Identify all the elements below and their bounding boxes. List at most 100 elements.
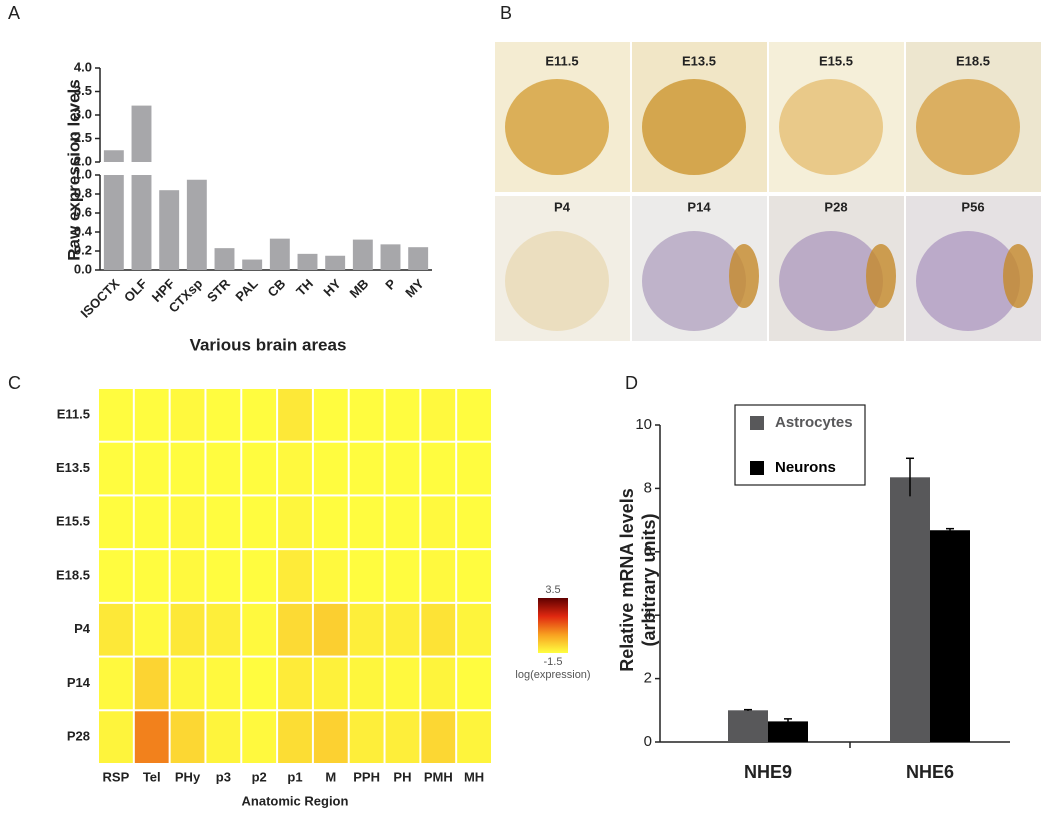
column-label: Tel (143, 769, 161, 784)
x-axis-label: Anatomic Region (242, 793, 349, 808)
colorbar-tick-label: -1.5 (544, 656, 563, 668)
x-tick-label: PAL (232, 276, 260, 304)
panel-label: B (500, 3, 512, 23)
y-tick-label: 2 (644, 670, 652, 687)
specimen (779, 79, 883, 175)
bar-upper (131, 105, 152, 162)
legend-label: Neurons (775, 459, 836, 476)
panel-label: D (625, 373, 638, 393)
panel-label: C (8, 373, 21, 393)
column-label: p2 (252, 769, 267, 784)
heat-cell (99, 550, 133, 602)
y-tick-label: 3.0 (74, 106, 92, 121)
y-tick-label: 0.8 (74, 185, 92, 200)
heat-cell (206, 442, 241, 495)
heat-cell (170, 550, 205, 602)
y-tick-label: 10 (635, 416, 652, 433)
heat-cell (385, 389, 420, 441)
row-label: E15.5 (56, 514, 90, 529)
heat-cell (385, 442, 420, 495)
heat-cell (457, 389, 491, 441)
heat-cell (385, 496, 420, 549)
heat-cell (134, 496, 169, 549)
heat-cell (206, 657, 241, 710)
row-label: P14 (67, 675, 91, 690)
heat-cell (278, 657, 312, 710)
heat-cell (99, 711, 133, 763)
heat-cell (170, 389, 205, 441)
heat-cell (421, 657, 456, 710)
heat-cell (242, 657, 277, 710)
heat-cell (242, 550, 277, 602)
heat-cell (170, 496, 205, 549)
column-label: p1 (287, 769, 302, 784)
heat-cell (134, 550, 169, 602)
heat-cell (313, 657, 348, 710)
heat-cell (457, 657, 491, 710)
image-label: P28 (824, 199, 847, 214)
y-tick-label: 2.5 (74, 130, 92, 145)
image-label: P4 (554, 199, 571, 214)
bar (728, 710, 768, 742)
row-label: E11.5 (57, 406, 90, 421)
row-label: E13.5 (56, 460, 90, 475)
heat-cell (99, 496, 133, 549)
heat-cell (242, 389, 277, 441)
heat-cell (385, 550, 420, 602)
y-tick-label: 0 (644, 733, 652, 750)
heat-cell (421, 442, 456, 495)
heat-cell (313, 603, 348, 656)
bar (408, 247, 429, 270)
column-label: PH (393, 769, 411, 784)
heat-cell (134, 711, 169, 763)
heat-cell (134, 603, 169, 656)
heat-cell (421, 389, 456, 441)
legend-swatch (750, 461, 764, 475)
row-label: E18.5 (56, 567, 90, 582)
heat-cell (134, 389, 169, 441)
image-label: P56 (961, 199, 984, 214)
heat-cell (457, 442, 491, 495)
heat-cell (385, 711, 420, 763)
cerebellum (866, 244, 896, 308)
heat-cell (385, 603, 420, 656)
heat-cell (278, 496, 312, 549)
heat-cell (206, 496, 241, 549)
heat-cell (457, 550, 491, 602)
row-label: P28 (67, 729, 90, 744)
column-label: PPH (353, 769, 380, 784)
column-label: MH (464, 769, 484, 784)
bar (214, 248, 235, 270)
bar (186, 179, 207, 270)
image-label: P14 (687, 199, 711, 214)
heat-cell (170, 603, 205, 656)
x-tick-label: P (382, 276, 399, 293)
image-label: E15.5 (819, 53, 853, 68)
x-tick-label: ISOCTX (78, 276, 123, 321)
legend-label: Astrocytes (775, 414, 853, 431)
bar (242, 259, 263, 270)
specimen (505, 231, 609, 331)
heat-cell (134, 657, 169, 710)
heat-cell (278, 442, 312, 495)
bar (325, 255, 346, 270)
legend-swatch (750, 416, 764, 430)
bar (930, 530, 970, 742)
bar (159, 190, 180, 270)
x-tick-label: HY (320, 276, 344, 300)
column-label: p3 (216, 769, 231, 784)
heat-cell (134, 442, 169, 495)
heat-cell (385, 657, 420, 710)
colorbar (538, 598, 568, 653)
y-tick-label: 0.0 (74, 261, 92, 276)
heat-cell (349, 550, 384, 602)
heat-cell (278, 389, 312, 441)
heat-cell (421, 711, 456, 763)
heat-cell (99, 442, 133, 495)
heat-cell (421, 550, 456, 602)
heat-cell (206, 711, 241, 763)
y-tick-label: 6 (644, 543, 652, 560)
y-tick-label: 1.0 (74, 166, 92, 181)
x-tick-label: OLF (121, 276, 150, 305)
